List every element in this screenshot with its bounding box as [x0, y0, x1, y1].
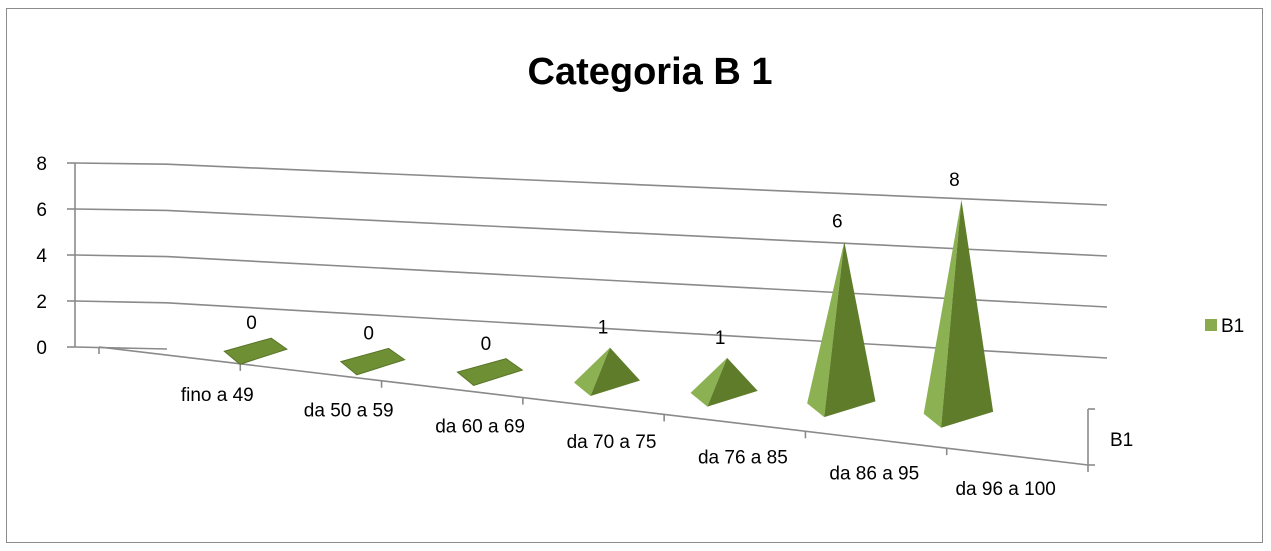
- pyramid-0: [223, 337, 288, 365]
- category-label-3: da 70 a 75: [567, 432, 657, 453]
- wall-line-6: [74, 208, 168, 212]
- data-label-0: 0: [246, 313, 257, 334]
- pyramid-1: [339, 347, 406, 376]
- pyramid-3-face-right: [590, 347, 640, 396]
- pyramid-3-face-left: [574, 347, 610, 396]
- pyramid-6-face-right: [941, 199, 994, 428]
- pyramid-5-face-right: [824, 241, 876, 418]
- data-label-3: 1: [598, 318, 609, 339]
- wall-line-8: [74, 162, 168, 165]
- chart-area: Categoria B 1 0 2 4 6 8 0 0 0 1 1 6 8 fino a 49 da …: [6, 8, 1263, 543]
- y-tick-label: 2: [36, 292, 47, 313]
- category-label-2: da 60 a 69: [435, 416, 525, 437]
- category-label-6: da 96 a 100: [955, 479, 1055, 500]
- wall-line-4: [74, 254, 168, 258]
- data-label-2: 0: [481, 334, 492, 355]
- y-tick-labels: 0 2 4 6 8: [36, 154, 47, 359]
- pyramid-6-face-left: [923, 199, 962, 428]
- data-label-1: 0: [363, 324, 374, 345]
- depth-axis-label: B1: [1110, 430, 1133, 451]
- category-label-1: da 50 a 59: [304, 401, 394, 422]
- wall-line-0: [74, 346, 168, 350]
- series-b1: [223, 199, 994, 428]
- data-label-5: 6: [832, 212, 843, 233]
- legend: B1: [1205, 316, 1244, 337]
- x-axis-line: [98, 346, 1089, 466]
- data-label-6: 8: [949, 170, 960, 191]
- category-label-0: fino a 49: [181, 385, 254, 406]
- pyramid-2: [456, 358, 524, 386]
- legend-swatch-b1: [1205, 319, 1217, 331]
- legend-label-b1: B1: [1221, 316, 1244, 337]
- chart-title: Categoria B 1: [528, 51, 773, 93]
- category-label-5: da 86 a 95: [829, 463, 919, 484]
- wall-line-2: [74, 300, 168, 304]
- pyramid-5-face-left: [807, 241, 845, 418]
- pyramid-bar-chart: Categoria B 1 0 2 4 6 8 0 0 0 1 1 6 8 fino a 49 da …: [36, 51, 1244, 500]
- data-label-4: 1: [715, 328, 726, 349]
- category-label-4: da 76 a 85: [698, 448, 788, 469]
- y-tick-label: 6: [36, 200, 47, 221]
- category-labels: fino a 49 da 50 a 59 da 60 a 69 da 70 a 75 d…: [181, 385, 1056, 500]
- data-labels: 0 0 0 1 1 6 8: [246, 170, 959, 355]
- y-tick-label: 8: [36, 154, 47, 175]
- y-tick-label: 4: [36, 246, 47, 267]
- gridline-8: [166, 163, 1108, 206]
- pyramid-4-face-right: [707, 357, 758, 407]
- axes: [67, 162, 1095, 472]
- y-tick-label: 0: [36, 338, 47, 359]
- gridline-6: [166, 209, 1108, 257]
- pyramid-4-face-left: [690, 357, 728, 407]
